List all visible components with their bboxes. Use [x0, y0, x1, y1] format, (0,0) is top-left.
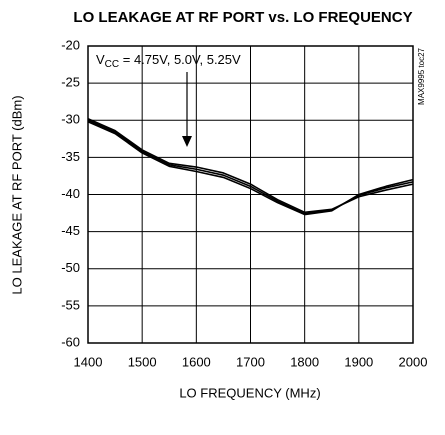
y-tick-label: -50	[61, 260, 80, 275]
annotation-subscript: CC	[105, 59, 119, 70]
x-tick-label: 1500	[128, 354, 157, 369]
x-tick-label: 1600	[182, 354, 211, 369]
x-tick-label: 1900	[344, 354, 373, 369]
annotation: VCC = 4.75V, 5.0V, 5.25V	[96, 52, 241, 69]
y-tick-label: -25	[61, 75, 80, 90]
watermark: MAX9995 toc27	[417, 47, 426, 104]
y-tick-label: -55	[61, 297, 80, 312]
annotation-arrowhead	[182, 136, 192, 147]
x-axis-title: LO FREQUENCY (MHz)	[179, 385, 320, 400]
data-line	[87, 121, 414, 216]
x-tick-label: 1400	[74, 354, 103, 369]
y-tick-label: -35	[61, 149, 80, 164]
x-tick-label: 1700	[236, 354, 265, 369]
y-tick-label: -40	[61, 186, 80, 201]
chart-title: LO LEAKAGE AT RF PORT vs. LO FREQUENCY	[73, 9, 412, 26]
y-tick-label: -45	[61, 223, 80, 238]
annotation-prefix: V	[96, 52, 105, 67]
y-tick-label: -20	[61, 37, 80, 52]
annotation-text: = 4.75V, 5.0V, 5.25V	[119, 52, 241, 67]
y-tick-label: -30	[61, 112, 80, 127]
data-line	[87, 118, 414, 214]
y-tick-label: -60	[61, 334, 80, 349]
x-tick-label: 1800	[290, 354, 319, 369]
x-tick-label: 2000	[399, 354, 428, 369]
y-axis-title: LO LEAKAGE AT RF PORT (dBm)	[9, 95, 24, 294]
plot-frame	[87, 45, 414, 344]
